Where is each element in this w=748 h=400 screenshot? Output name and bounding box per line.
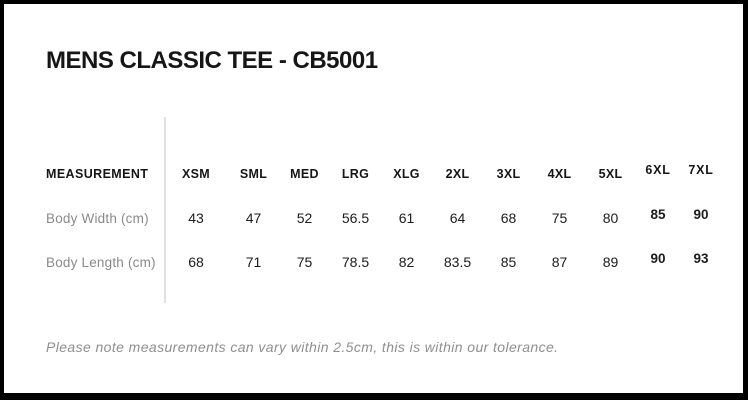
size-header-3xl: 3XL — [496, 167, 521, 181]
table-divider — [164, 117, 166, 303]
size-header-lrg: LRG — [341, 167, 370, 181]
body-length-5xl: 89 — [602, 254, 619, 270]
table-header-row: MEASUREMENT XSM SML MED LRG XLG 2XL 3XL … — [46, 152, 723, 196]
body-width-xsm: 43 — [188, 210, 204, 226]
table-row-body-length: Body Length (cm) 68 71 75 78.5 82 83.5 8… — [46, 240, 723, 284]
size-header-xsm: XSM — [182, 167, 210, 181]
tolerance-note: Please note measurements can vary within… — [46, 339, 559, 355]
size-header-5xl: 5XL — [598, 167, 623, 181]
body-length-lrg: 78.5 — [341, 254, 370, 270]
size-header-med: MED — [290, 167, 319, 181]
body-width-lrg: 56.5 — [341, 210, 370, 226]
body-length-med: 75 — [296, 254, 313, 270]
size-header-xlg: XLG — [393, 167, 420, 181]
size-header-2xl: 2XL — [445, 167, 470, 181]
body-width-sml: 47 — [245, 210, 262, 226]
body-length-sml: 71 — [245, 254, 262, 270]
body-length-6xl: 90 — [650, 250, 666, 266]
row-label-body-width: Body Width (cm) — [46, 210, 149, 226]
body-length-2xl: 83.5 — [443, 254, 472, 270]
body-length-4xl: 87 — [551, 254, 568, 270]
body-width-6xl: 85 — [650, 206, 666, 222]
size-table: MEASUREMENT XSM SML MED LRG XLG 2XL 3XL … — [46, 117, 723, 303]
size-header-sml: SML — [239, 167, 268, 181]
body-width-3xl: 68 — [500, 210, 517, 226]
page-title: MENS CLASSIC TEE - CB5001 — [46, 47, 378, 74]
body-length-7xl: 93 — [693, 250, 709, 266]
size-header-7xl: 7XL — [688, 163, 714, 177]
size-header-6xl: 6XL — [645, 163, 671, 177]
body-width-5xl: 80 — [602, 210, 619, 226]
body-length-xlg: 82 — [398, 254, 415, 270]
body-length-xsm: 68 — [188, 254, 204, 270]
measurement-column-header: MEASUREMENT — [46, 167, 149, 181]
body-length-3xl: 85 — [500, 254, 517, 270]
size-header-4xl: 4XL — [547, 167, 572, 181]
body-width-med: 52 — [296, 210, 313, 226]
body-width-7xl: 90 — [693, 206, 709, 222]
body-width-2xl: 64 — [449, 210, 466, 226]
table-row-body-width: Body Width (cm) 43 47 52 56.5 61 64 68 7… — [46, 196, 723, 240]
body-width-4xl: 75 — [551, 210, 568, 226]
row-label-body-length: Body Length (cm) — [46, 254, 156, 270]
body-width-xlg: 61 — [398, 210, 415, 226]
